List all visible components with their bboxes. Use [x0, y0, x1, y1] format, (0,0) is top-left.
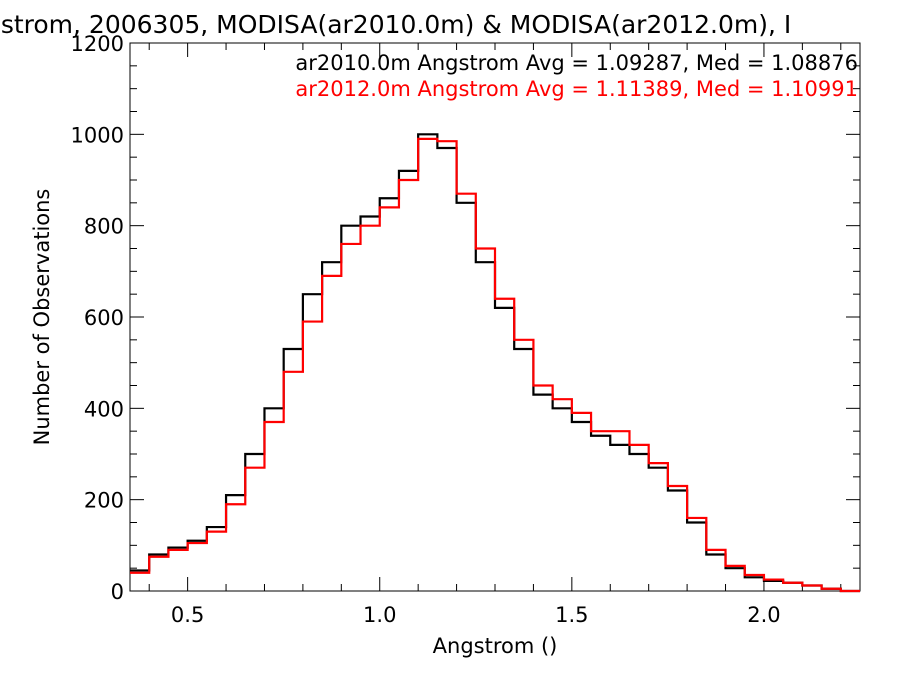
legend-entry: ar2010.0m Angstrom Avg = 1.09287, Med = … — [295, 51, 858, 75]
y-tick-label: 600 — [84, 306, 124, 330]
legend: ar2010.0m Angstrom Avg = 1.09287, Med = … — [295, 51, 858, 101]
y-axis: 0 200 400 600 800 1000 1200 — [71, 32, 860, 604]
x-axis: 0.5 1.0 1.5 2.0 — [148, 43, 842, 627]
plot-frame — [129, 42, 861, 592]
series-layer — [130, 133, 860, 593]
y-tick-label: 200 — [84, 489, 124, 513]
x-axis-label: Angstrom () — [433, 634, 558, 658]
x-tick-label: 0.5 — [171, 603, 204, 627]
y-tick-label: 800 — [84, 215, 124, 239]
y-axis-label: Number of Observations — [30, 189, 54, 446]
chart-title: Angstrom, 2006305, MODISA(ar2010.0m) & M… — [0, 10, 791, 39]
y-tick-label: 1200 — [71, 32, 124, 56]
series-line-1 — [130, 133, 860, 593]
x-tick-label: 1.5 — [555, 603, 588, 627]
series-line-2 — [130, 137, 860, 593]
y-tick-label: 1000 — [71, 123, 124, 147]
y-tick-label: 0 — [111, 580, 124, 604]
x-tick-label: 1.0 — [363, 603, 396, 627]
legend-entry: ar2012.0m Angstrom Avg = 1.11389, Med = … — [295, 77, 858, 101]
x-tick-label: 2.0 — [747, 603, 780, 627]
y-tick-label: 400 — [84, 397, 124, 421]
